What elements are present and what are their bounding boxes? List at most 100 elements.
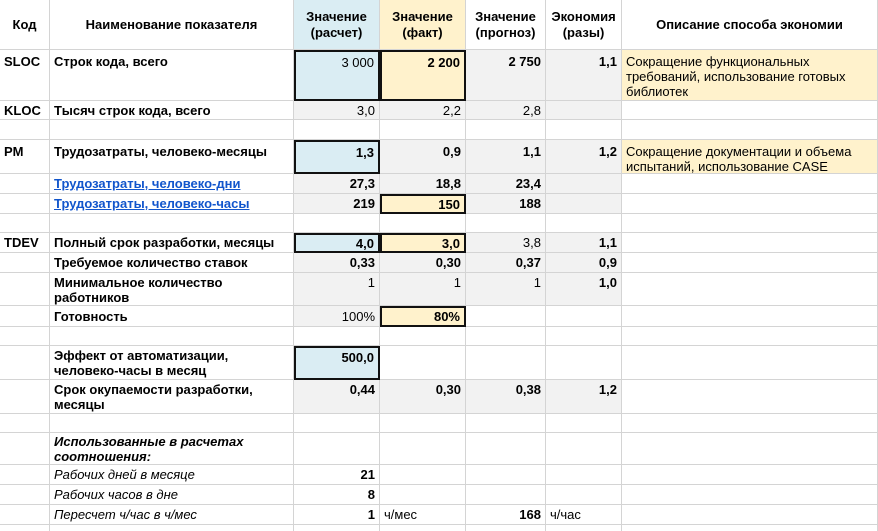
empty-cell[interactable] [546,465,622,485]
days-economy[interactable] [546,174,622,194]
empty-cell[interactable] [466,465,546,485]
empty-cell[interactable] [466,433,546,465]
empty-cell[interactable] [50,214,294,233]
empty-cell[interactable] [380,327,466,346]
tdev-forecast[interactable]: 3,8 [466,233,546,253]
workers-fact[interactable]: 1 [380,273,466,306]
pm-calc[interactable]: 1,3 [294,140,380,174]
effect-description[interactable] [622,346,878,380]
empty-cell[interactable] [380,465,466,485]
days-code[interactable] [0,174,50,194]
person-days-link[interactable]: Трудозатраты, человеко-дни [54,176,241,191]
rates-forecast[interactable]: 0,37 [466,253,546,273]
payback-economy[interactable]: 1,2 [546,380,622,414]
hours-description[interactable] [622,194,878,214]
ready-forecast[interactable] [466,306,546,327]
empty-cell[interactable] [0,414,50,433]
rates-fact[interactable]: 0,30 [380,253,466,273]
effect-forecast[interactable] [466,346,546,380]
empty-cell[interactable] [546,485,622,505]
empty-cell[interactable] [622,465,878,485]
pm-description[interactable]: Сокращение документации и объема испытан… [622,140,878,174]
ready-name[interactable]: Готовность [50,306,294,327]
ready-code[interactable] [0,306,50,327]
empty-cell[interactable] [50,327,294,346]
empty-cell[interactable] [546,433,622,465]
empty-cell[interactable] [466,327,546,346]
empty-cell[interactable] [380,433,466,465]
tdev-fact[interactable]: 3,0 [380,233,466,253]
empty-cell[interactable] [622,214,878,233]
sloc-fact[interactable]: 2 200 [380,50,466,101]
empty-cell[interactable] [294,327,380,346]
empty-cell[interactable] [466,214,546,233]
ratios-title[interactable]: Использованные в расчетах соотношения: [50,433,294,465]
empty-cell[interactable] [294,120,380,140]
sloc-forecast[interactable]: 2 750 [466,50,546,101]
pm-forecast[interactable]: 1,1 [466,140,546,174]
empty-cell[interactable] [50,120,294,140]
header-fact[interactable]: Значение (факт) [380,0,466,50]
empty-cell[interactable] [466,120,546,140]
days-name-cell[interactable]: Трудозатраты, человеко-дни [50,174,294,194]
days-fact[interactable]: 18,8 [380,174,466,194]
person-hours-link[interactable]: Трудозатраты, человеко-часы [54,196,250,211]
empty-cell[interactable] [622,505,878,525]
conversion-label[interactable]: Пересчет ч/час в ч/мес [50,505,294,525]
hours-fact[interactable]: 150 [380,194,466,214]
ready-description[interactable] [622,306,878,327]
empty-cell[interactable] [622,120,878,140]
sloc-code[interactable]: SLOC [0,50,50,101]
work-days-code[interactable] [0,465,50,485]
payback-forecast[interactable]: 0,38 [466,380,546,414]
work-days-label[interactable]: Рабочих дней в месяце [50,465,294,485]
empty-cell[interactable] [466,414,546,433]
kloc-description[interactable] [622,101,878,120]
header-description[interactable]: Описание способа экономии [622,0,878,50]
empty-cell[interactable] [0,525,50,531]
workers-economy[interactable]: 1,0 [546,273,622,306]
empty-cell[interactable] [380,485,466,505]
header-code[interactable]: Код [0,0,50,50]
workers-forecast[interactable]: 1 [466,273,546,306]
ratios-code[interactable] [0,433,50,465]
rates-calc[interactable]: 0,33 [294,253,380,273]
empty-cell[interactable] [50,414,294,433]
hours-forecast[interactable]: 188 [466,194,546,214]
work-hours-label[interactable]: Рабочих часов в дне [50,485,294,505]
pm-code[interactable]: PM [0,140,50,174]
workers-name[interactable]: Минимальное количество работников [50,273,294,306]
rates-description[interactable] [622,253,878,273]
sloc-name[interactable]: Строк кода, всего [50,50,294,101]
empty-cell[interactable] [622,414,878,433]
empty-cell[interactable] [466,525,546,531]
empty-cell[interactable] [0,327,50,346]
header-name[interactable]: Наименование показателя [50,0,294,50]
conversion-unit-2[interactable]: ч/час [546,505,622,525]
empty-cell[interactable] [0,120,50,140]
effect-fact[interactable] [380,346,466,380]
empty-cell[interactable] [294,214,380,233]
empty-cell[interactable] [294,433,380,465]
days-calc[interactable]: 27,3 [294,174,380,194]
hours-code[interactable] [0,194,50,214]
payback-fact[interactable]: 0,30 [380,380,466,414]
empty-cell[interactable] [0,214,50,233]
days-forecast[interactable]: 23,4 [466,174,546,194]
header-forecast[interactable]: Значение (прогноз) [466,0,546,50]
empty-cell[interactable] [546,525,622,531]
empty-cell[interactable] [622,485,878,505]
empty-cell[interactable] [294,414,380,433]
pm-economy[interactable]: 1,2 [546,140,622,174]
empty-cell[interactable] [546,414,622,433]
workers-description[interactable] [622,273,878,306]
conversion-value-1[interactable]: 1 [294,505,380,525]
payback-code[interactable] [0,380,50,414]
kloc-forecast[interactable]: 2,8 [466,101,546,120]
empty-cell[interactable] [622,327,878,346]
kloc-economy[interactable] [546,101,622,120]
tdev-description[interactable] [622,233,878,253]
empty-cell[interactable] [50,525,294,531]
empty-cell[interactable] [380,525,466,531]
pm-name[interactable]: Трудозатраты, человеко-месяцы [50,140,294,174]
